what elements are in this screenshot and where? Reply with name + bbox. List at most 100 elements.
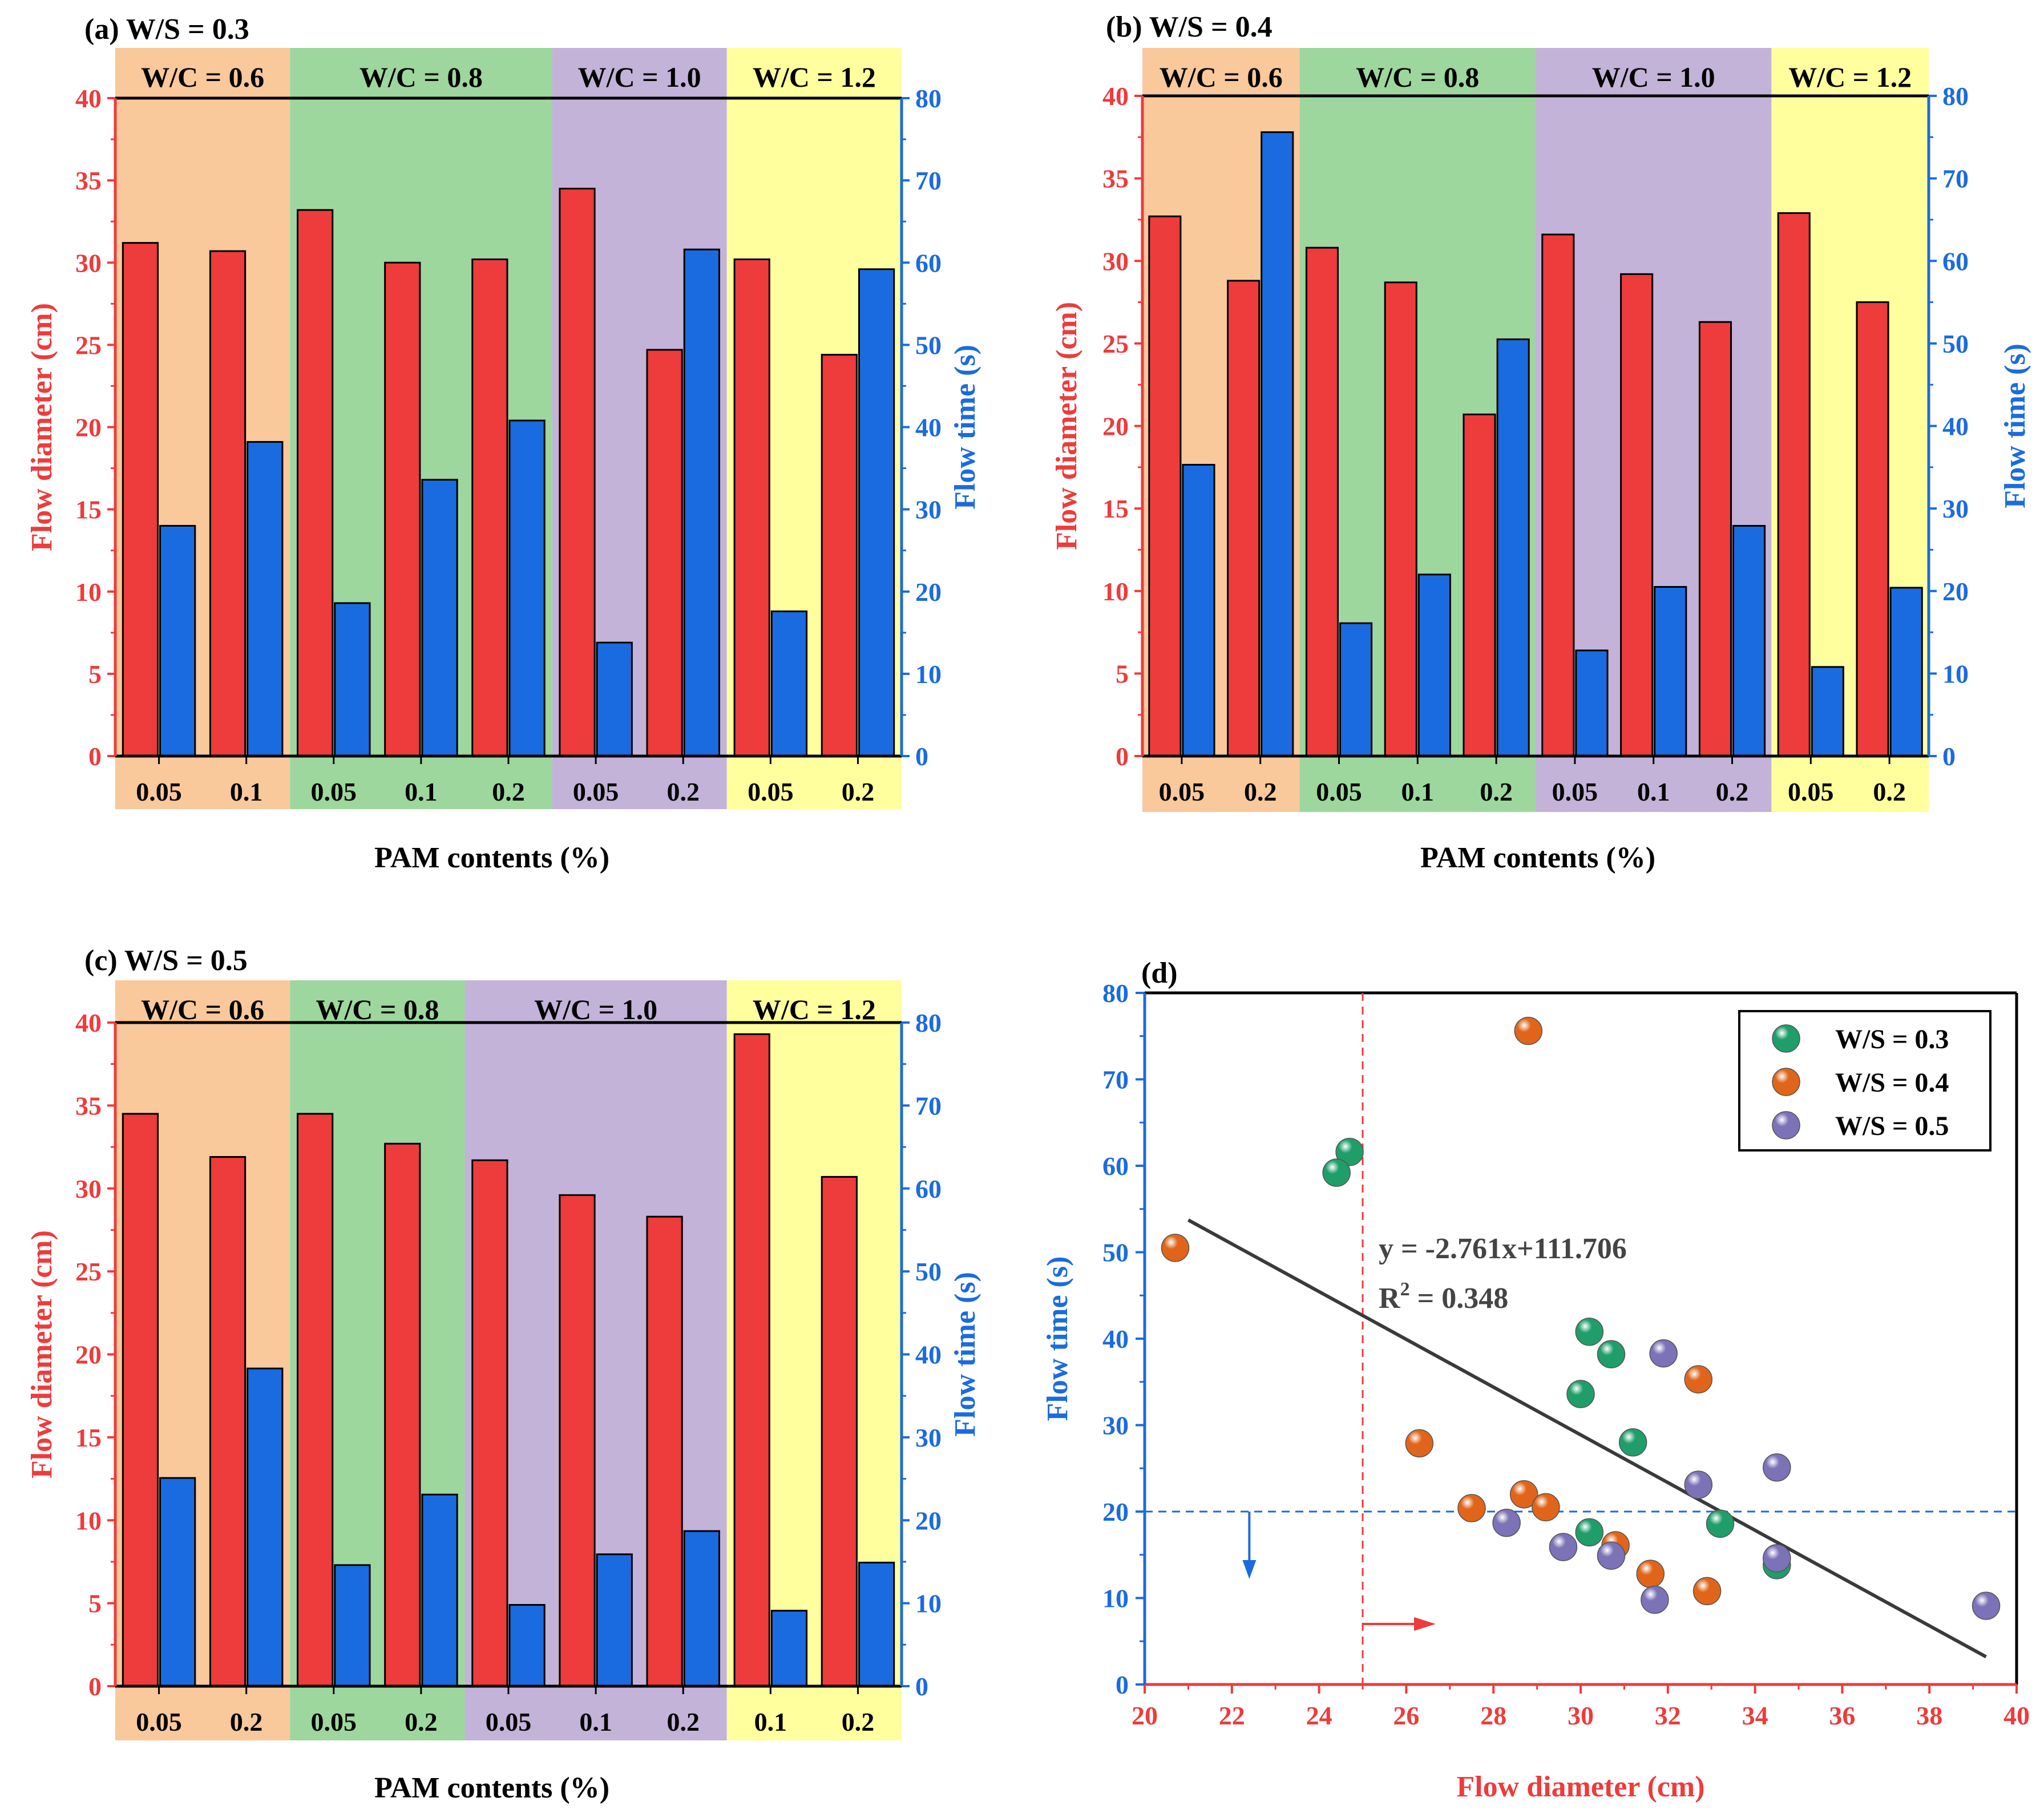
x-tick-label: 32 xyxy=(1655,1701,1681,1730)
bar-flow-diameter xyxy=(646,349,683,757)
legend-marker xyxy=(1772,1111,1800,1140)
bar-flow-time xyxy=(334,602,371,757)
x-tick-label: 0.2 xyxy=(1716,777,1749,806)
x-axis-label: Flow diameter (cm) xyxy=(1456,1771,1704,1803)
bar-flow-time xyxy=(858,1561,895,1687)
wc-band-2 xyxy=(1536,48,1772,812)
left-tick-label: 10 xyxy=(1102,577,1129,606)
right-tick-label: 50 xyxy=(915,330,942,359)
scatter-point-ws-3 xyxy=(1597,1340,1626,1369)
panel-a: W/C = 0.6 W/C = 0.8 W/C = 1.0 W/C = 1.2 0.05… xyxy=(26,13,981,874)
scatter-point-ws-3 xyxy=(1322,1158,1351,1187)
x-tick-label: 0.1 xyxy=(1637,777,1670,806)
left-tick-label: 5 xyxy=(88,660,102,689)
bar-flow-diameter xyxy=(209,1156,247,1687)
bar-flow-diameter xyxy=(821,354,858,757)
legend-marker xyxy=(1772,1068,1800,1096)
x-tick-label: 0.05 xyxy=(136,1707,182,1736)
y-axis-label-right: Flow time (s) xyxy=(1999,344,2031,508)
x-tick-label: 0.05 xyxy=(748,777,794,806)
x-tick-label: 0.05 xyxy=(311,1707,357,1736)
left-tick-label: 20 xyxy=(75,413,102,442)
y-axis-label-left: Flow diameter (cm) xyxy=(1051,302,1083,550)
scatter-point-ws-4 xyxy=(1161,1234,1190,1262)
wc-band-1 xyxy=(1299,48,1536,812)
wc-group-label: W/C = 1.2 xyxy=(753,61,876,93)
x-tick-label: 0.2 xyxy=(842,777,875,806)
scatter-point-ws-5 xyxy=(1763,1544,1791,1573)
x-axis-label: PAM contents (%) xyxy=(374,1772,609,1804)
x-tick-label: 22 xyxy=(1219,1701,1245,1730)
x-tick-label: 0.05 xyxy=(1552,777,1598,806)
bar-flow-time xyxy=(159,524,196,757)
left-tick-label: 30 xyxy=(1102,247,1129,276)
right-tick-label: 50 xyxy=(1942,329,1969,358)
down-arrow-icon xyxy=(1242,1560,1257,1579)
right-tick-label: 70 xyxy=(915,1091,942,1120)
bar-flow-time xyxy=(1261,131,1294,757)
fit-line xyxy=(1187,1218,1987,1659)
bar-flow-diameter xyxy=(1384,281,1417,757)
r2-superscript: 2 xyxy=(1400,1279,1410,1300)
left-tick-label: 30 xyxy=(75,248,102,277)
bar-flow-diameter xyxy=(1305,247,1339,757)
bar-flow-time xyxy=(596,1553,633,1687)
x-tick-label: 28 xyxy=(1480,1701,1506,1730)
x-tick-label: 0.1 xyxy=(1401,777,1435,806)
x-tick-label: 0.1 xyxy=(405,777,438,806)
bar-flow-time xyxy=(334,1564,371,1687)
bar-flow-time xyxy=(508,1604,546,1687)
bar-flow-diameter xyxy=(1620,273,1654,757)
bar-flow-diameter xyxy=(559,1194,596,1687)
bar-flow-time xyxy=(159,1477,196,1687)
x-tick-label: 0.05 xyxy=(486,1707,532,1736)
scatter-point-ws-5 xyxy=(1641,1585,1669,1614)
panel-title: (c) W/S = 0.5 xyxy=(84,944,248,977)
y-axis-label-right: Flow time (s) xyxy=(949,345,981,510)
wc-group-label: W/C = 0.6 xyxy=(1160,61,1283,93)
right-tick-label: 30 xyxy=(1942,494,1969,523)
x-tick-label: 0.05 xyxy=(136,777,182,806)
x-tick-label: 0.1 xyxy=(754,1707,787,1736)
right-tick-label: 0 xyxy=(915,742,928,771)
wc-group-label: W/C = 0.8 xyxy=(316,993,439,1025)
y-axis-label-right: Flow time (s) xyxy=(949,1272,981,1437)
right-tick-label: 60 xyxy=(915,1174,942,1203)
right-tick-label: 80 xyxy=(1942,82,1969,111)
r2-prefix: R xyxy=(1379,1282,1401,1315)
bar-flow-time xyxy=(596,641,633,757)
wc-group-label: W/C = 0.6 xyxy=(141,61,264,93)
right-tick-label: 10 xyxy=(1942,659,1969,688)
scatter-point-ws-5 xyxy=(1492,1508,1521,1537)
scatter-point-ws-4 xyxy=(1692,1577,1722,1606)
x-tick-label: 0.2 xyxy=(1480,777,1513,806)
scatter-point-ws-4 xyxy=(1532,1493,1560,1522)
bar-flow-diameter xyxy=(559,188,596,757)
scatter-point-ws-4 xyxy=(1457,1494,1486,1522)
x-tick-label: 0.2 xyxy=(405,1707,438,1736)
wc-group-label: W/C = 1.0 xyxy=(1592,61,1715,93)
bar-flow-time xyxy=(1182,463,1215,757)
right-tick-label: 60 xyxy=(915,248,942,277)
left-tick-label: 25 xyxy=(75,330,102,359)
r2-value: = 0.348 xyxy=(1410,1282,1509,1315)
bar-flow-time xyxy=(247,441,284,757)
y-axis-label-left: Flow diameter (cm) xyxy=(26,1230,58,1478)
left-tick-label: 0 xyxy=(88,1672,102,1701)
right-tick-label: 70 xyxy=(1942,164,1969,193)
left-tick-label: 40 xyxy=(75,84,102,113)
x-tick-label: 0.2 xyxy=(666,1707,700,1736)
left-tick-label: 10 xyxy=(75,1506,102,1535)
left-tick-label: 30 xyxy=(75,1174,102,1203)
right-tick-label: 0 xyxy=(915,1672,928,1701)
y-tick-label: 70 xyxy=(1102,1065,1129,1094)
bar-flow-time xyxy=(1496,338,1530,757)
x-tick-label: 30 xyxy=(1568,1701,1594,1730)
x-tick-label: 0.2 xyxy=(492,777,525,806)
scatter-point-ws-4 xyxy=(1405,1429,1434,1458)
left-tick-label: 0 xyxy=(1116,742,1129,771)
left-tick-label: 15 xyxy=(1102,494,1129,523)
scatter-point-ws-3 xyxy=(1706,1509,1735,1538)
bar-flow-diameter xyxy=(471,1159,508,1687)
